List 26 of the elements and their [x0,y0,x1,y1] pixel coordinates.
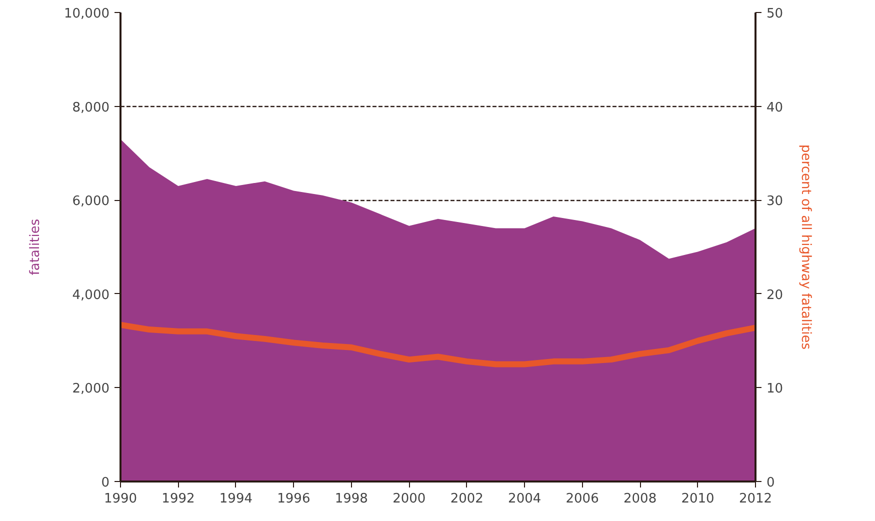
y-tick-label: 8,000 [72,100,110,116]
text: fatalities [28,218,44,276]
x-tick-label: 2000 [392,492,426,506]
y2-tick-label: 50 [766,6,784,22]
x-tick-label: 2012 [738,492,772,506]
y-tick-label: 4,000 [72,288,110,303]
x-tick-label: 2004 [508,492,542,506]
y-tick-label: 0 [101,476,110,490]
x-tick-label: 1998 [334,492,368,506]
x-tick-label: 2002 [450,492,484,506]
x-tick-label: 2008 [624,492,657,506]
y2-tick-label: 0 [766,476,775,490]
y-tick-label: 10,000 [64,6,110,22]
x-tick-label: 2010 [681,492,714,506]
y2-tick-label: 40 [766,100,784,116]
x-tick-label: 2006 [566,492,599,506]
y2-tick-label: 20 [766,288,784,303]
y2-tick-label: 30 [766,194,784,210]
y-tick-label: 6,000 [72,194,110,210]
y-tick-label: 2,000 [72,382,110,397]
text: percent of all highway fatalities [798,144,814,350]
x-tick-label: 1990 [104,492,138,506]
x-tick-label: 1992 [162,492,195,506]
x-tick-label: 1996 [277,492,310,506]
y2-tick-label: 10 [766,382,784,397]
x-tick-label: 1994 [219,492,253,506]
